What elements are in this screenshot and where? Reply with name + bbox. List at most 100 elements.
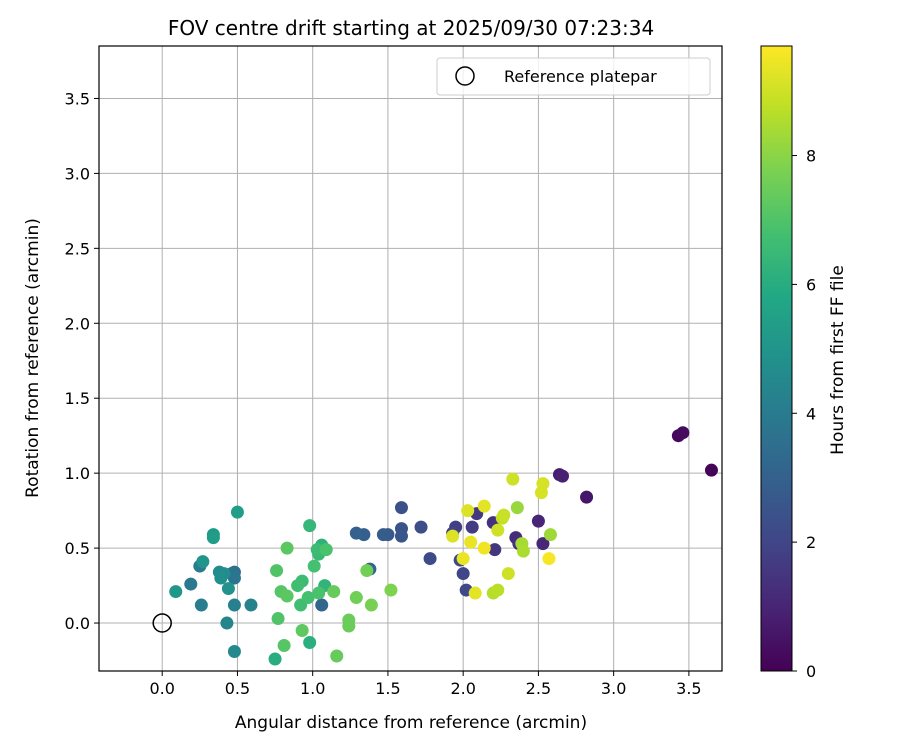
data-point [268,652,282,666]
colorbar-gradient [760,45,793,672]
data-point [319,543,333,557]
data-point [491,523,505,537]
data-point [423,552,437,566]
data-point [214,571,228,585]
data-point [349,591,363,605]
data-point [295,624,309,638]
data-point [501,567,515,581]
data-point [271,612,285,626]
data-point [360,564,374,578]
data-point [194,598,208,612]
grid-lines [99,46,722,671]
data-point [364,598,378,612]
x-tick-label: 1.0 [300,679,325,698]
data-point [291,579,305,593]
x-tick-label: 2.5 [526,679,551,698]
data-point [704,463,718,477]
data-point [303,636,317,650]
colorbar-tick-label: 0 [806,662,816,681]
data-point [227,645,241,659]
data-point [196,555,210,569]
y-tick-label: 2.0 [65,314,90,333]
data-point [536,537,550,551]
data-point [580,490,594,504]
data-point [221,582,235,596]
data-point [376,528,390,542]
data-point [543,528,557,542]
data-point [184,577,198,591]
data-point [342,619,356,633]
data-point [312,586,326,600]
colorbar-tick-label: 8 [806,147,816,166]
data-point [394,529,408,543]
y-tick-label: 3.0 [65,164,90,183]
colorbar-tick-label: 6 [806,275,816,294]
data-point [301,591,315,605]
data-point [516,544,530,558]
legend-reference-marker [455,66,475,86]
data-point [461,504,475,518]
x-tick-label: 0.0 [149,679,174,698]
y-tick-label: 0.5 [65,539,90,558]
x-tick-label: 3.5 [676,679,701,698]
y-tick-label: 1.0 [65,464,90,483]
data-point [244,598,258,612]
colorbar-ticks: 0 2 4 6 8 [792,147,816,681]
data-point [280,589,294,603]
data-point [227,598,241,612]
x-axis-label: Angular distance from reference (arcmin) [235,713,587,733]
x-tick-label: 2.0 [450,679,475,698]
data-point [307,559,321,573]
x-tick-label: 1.5 [375,679,400,698]
plot-frame [98,45,723,672]
data-point [676,426,690,440]
data-point [477,541,491,555]
data-point [270,564,284,578]
data-point [277,639,291,653]
data-point [206,531,220,545]
y-axis-ticks: 0.0 0.5 1.0 1.5 2.0 2.5 3.0 3.5 [65,89,99,633]
data-point [456,567,470,581]
data-point [327,585,341,599]
y-axis-label: Rotation from reference (arcmin) [23,218,43,498]
data-point [531,514,545,528]
data-point [280,541,294,555]
data-point [169,585,183,599]
data-point [220,616,234,630]
colorbar-tick-label: 4 [806,404,816,423]
data-point [303,519,317,533]
data-point [456,552,470,566]
reference-platepar-marker [152,613,172,633]
colorbar: 0 2 4 6 8 Hours from first FF file [760,45,848,681]
colorbar-tick-label: 2 [806,533,816,552]
legend: Reference platepar [436,57,711,96]
data-point [536,477,550,491]
data-point [330,649,344,663]
data-point [488,543,502,557]
data-point [446,529,460,543]
y-tick-label: 1.5 [65,389,90,408]
data-point [230,505,244,519]
data-point [477,499,491,513]
data-point [506,472,520,486]
data-points [169,426,718,666]
chart-title: FOV centre drift starting at 2025/09/30 … [168,16,654,40]
x-tick-label: 3.0 [601,679,626,698]
colorbar-label: Hours from first FF file [828,265,848,455]
data-point [510,501,524,515]
y-tick-label: 0.0 [65,614,90,633]
data-point [310,543,324,557]
data-point [555,469,569,483]
data-point [491,583,505,597]
data-point [315,598,329,612]
x-tick-label: 0.5 [225,679,250,698]
data-point [349,526,363,540]
data-point [414,520,428,534]
data-point [384,583,398,597]
data-point [468,586,482,600]
data-point [465,520,479,534]
legend-box [436,57,711,96]
legend-entry-reference-platepar: Reference platepar [504,67,657,86]
data-point [497,508,511,522]
